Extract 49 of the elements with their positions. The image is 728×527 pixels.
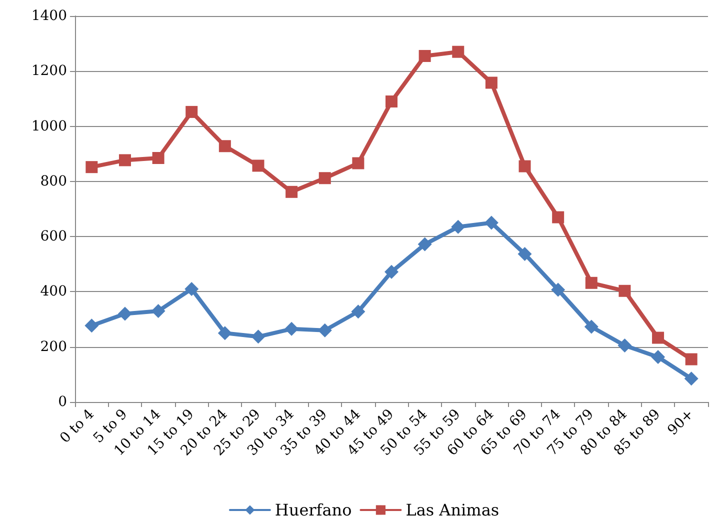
- point: [484, 216, 498, 230]
- point: [84, 318, 99, 333]
- point: [684, 372, 698, 386]
- point: [318, 172, 331, 184]
- y-tick-label: 800: [40, 173, 67, 190]
- point: [286, 186, 298, 198]
- point: [451, 220, 466, 234]
- point: [118, 306, 132, 321]
- point: [384, 264, 398, 279]
- point: [386, 95, 398, 108]
- y-tick-label: 200: [40, 338, 67, 355]
- point: [518, 160, 531, 172]
- y-tick-label: 400: [40, 284, 67, 300]
- point: [584, 320, 598, 334]
- point: [618, 338, 632, 352]
- y-tick-label: 1400: [31, 8, 67, 24]
- legend-label: Huerfano: [274, 500, 352, 520]
- point: [418, 237, 432, 252]
- point: [452, 46, 464, 58]
- point: [685, 353, 698, 366]
- point: [352, 157, 364, 170]
- point: [651, 350, 666, 364]
- point: [218, 326, 232, 340]
- y-tick-label: 0: [58, 394, 67, 410]
- y-tick-label: 1000: [31, 118, 67, 134]
- point: [351, 304, 366, 319]
- point: [252, 160, 264, 172]
- point: [551, 282, 566, 297]
- y-tick-label: 600: [40, 228, 67, 245]
- point: [585, 276, 598, 289]
- point: [218, 140, 231, 152]
- legend-label: Las Animas: [406, 500, 500, 520]
- point: [151, 304, 166, 318]
- point: [118, 154, 131, 166]
- point: [186, 106, 198, 118]
- point: [284, 322, 299, 336]
- point: [86, 161, 98, 174]
- point: [652, 332, 664, 344]
- point: [552, 211, 564, 224]
- point: [618, 284, 631, 297]
- point: [184, 282, 199, 296]
- point: [318, 323, 332, 338]
- y-tick-label: 1200: [31, 63, 67, 80]
- point: [418, 50, 431, 62]
- point: [152, 152, 164, 164]
- x-tick-label: 90+: [664, 406, 697, 439]
- point: [485, 76, 498, 89]
- point: [518, 246, 532, 261]
- point: [251, 330, 266, 344]
